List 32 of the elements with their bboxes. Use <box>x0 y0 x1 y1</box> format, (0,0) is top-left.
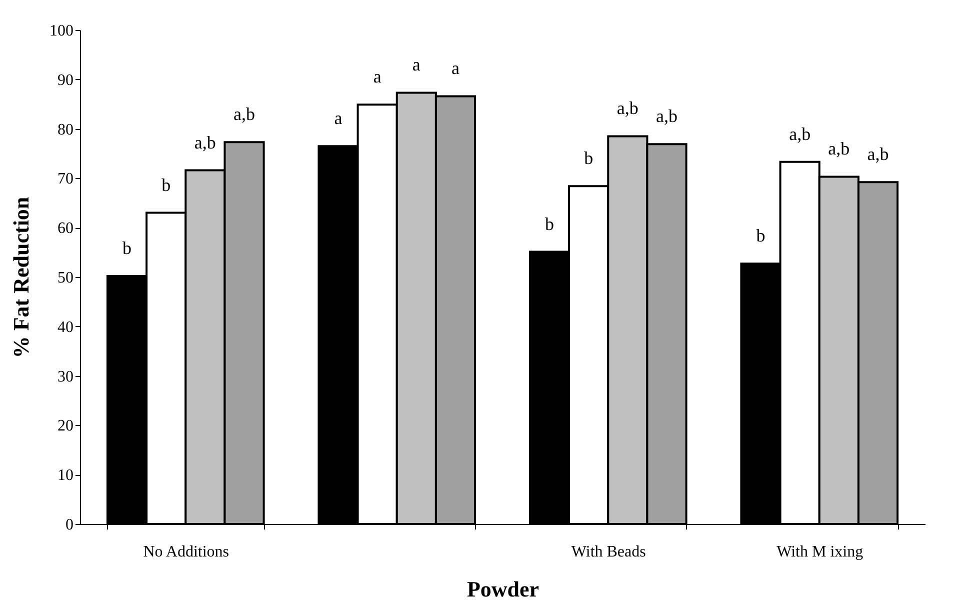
x-tick-label: With M ixing <box>776 544 864 560</box>
data-label: a,b <box>233 104 255 124</box>
data-label: b <box>545 214 554 234</box>
y-tick-label: 0 <box>66 516 74 534</box>
data-label: a <box>334 108 342 128</box>
y-tick-label: 30 <box>58 368 74 386</box>
data-label: a,b <box>194 132 216 152</box>
data-label: a <box>451 58 460 78</box>
y-tick-label: 60 <box>58 220 74 238</box>
data-label: a,b <box>867 144 889 164</box>
x-axis-title: Powder <box>466 576 540 602</box>
y-tick-label: 40 <box>58 318 74 336</box>
data-label: a,b <box>789 124 811 144</box>
y-tick-label: 10 <box>58 467 74 484</box>
x-tick-label: No Additions <box>143 544 230 560</box>
y-tick-label: 90 <box>58 72 74 89</box>
x-tick-label: With Beads <box>571 544 646 560</box>
y-tick-label: 100 <box>50 22 74 40</box>
data-label: a,b <box>616 98 638 118</box>
data-label: b <box>756 226 766 246</box>
data-label: a <box>373 66 382 87</box>
data-label: a <box>412 54 420 75</box>
y-tick-label: 20 <box>58 418 74 435</box>
data-label: b <box>584 148 594 168</box>
y-axis-title: % Fat Reduction <box>8 196 34 358</box>
data-label: b <box>162 174 171 195</box>
data-label: a,b <box>656 106 678 126</box>
y-tick-label: 80 <box>58 121 74 138</box>
y-tick-label: 70 <box>58 170 74 188</box>
data-label: b <box>122 238 132 258</box>
y-tick-label: 50 <box>58 270 74 286</box>
data-label: a,b <box>828 138 850 159</box>
